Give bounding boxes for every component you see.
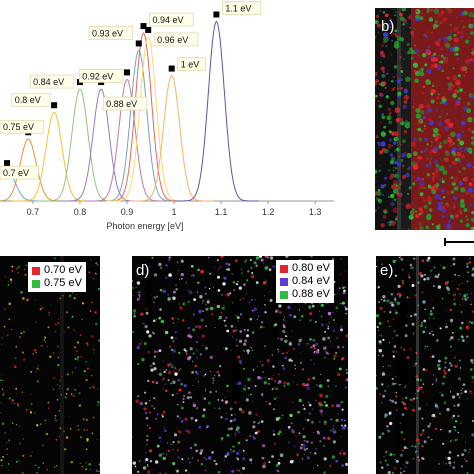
peak-marker-6 xyxy=(135,40,142,47)
legend-c: 0.70 eV 0.75 eV xyxy=(28,262,86,292)
map-image-d xyxy=(132,256,348,474)
legend-label: 0.88 eV xyxy=(292,288,330,300)
legend-label: 0.80 eV xyxy=(292,262,330,274)
peak-marker-7 xyxy=(140,23,147,30)
peak-marker-5 xyxy=(124,69,131,76)
legend-entry: 0.70 eV xyxy=(32,264,82,277)
peak-curve-4 xyxy=(58,88,143,202)
peak-label-box xyxy=(78,69,124,83)
legend-label: 0.70 eV xyxy=(44,264,82,276)
peak-labels: 0.7 eV 0.75 eV 0.8 eV 0.84 eV 0.88 eV 0.92 eV… xyxy=(0,1,262,180)
legend-swatch xyxy=(32,279,40,288)
peak-label-7: 0.94 eV xyxy=(152,15,183,25)
peak-marker-10 xyxy=(213,11,220,18)
peak-label-box xyxy=(0,119,45,134)
x-tick-label: 1.3 xyxy=(309,207,322,217)
peak-label-2: 0.8 eV xyxy=(15,95,41,105)
peak-label-1: 0.75 eV xyxy=(3,122,34,132)
legend-swatch xyxy=(32,266,40,275)
panel-e-label: e) xyxy=(380,262,394,279)
legend-entry: 0.88 eV xyxy=(280,288,330,301)
peak-label-box xyxy=(149,12,194,27)
map-panel-e: e) xyxy=(376,256,474,474)
peak-marker-0 xyxy=(4,160,11,167)
peak-curve-1 xyxy=(0,138,70,202)
peak-label-5: 0.92 eV xyxy=(82,71,113,81)
x-tick-label: 1.2 xyxy=(262,207,275,217)
legend-swatch xyxy=(280,264,288,273)
peak-label-4: 0.88 eV xyxy=(106,99,137,109)
map-image-c xyxy=(0,256,100,474)
x-tick-label: 1.1 xyxy=(215,207,228,217)
legend-label: 0.84 eV xyxy=(292,275,330,287)
legend-entry: 0.80 eV xyxy=(280,262,330,275)
peak-curve-10 xyxy=(174,20,259,202)
legend-d: 0.80 eV 0.84 eV 0.88 eV xyxy=(276,260,334,303)
map-image-e xyxy=(376,256,474,474)
map-image-b xyxy=(375,8,474,230)
legend-entry: 0.75 eV xyxy=(32,277,82,290)
peak-curve-7 xyxy=(101,32,186,202)
legend-swatch xyxy=(280,290,288,299)
spectrum-chart: 0.7 0.8 0.9 1 1.1 1.2 1.3 0.7 eV0.75 eV0.8 eV0… xyxy=(0,1,334,231)
peak-label-box xyxy=(11,92,51,107)
map-panel-b: b) xyxy=(375,8,474,230)
peak-label-9: 1 eV xyxy=(181,60,200,70)
x-tick-label: 1 xyxy=(172,207,177,217)
map-panel-d: d) 0.80 eV 0.84 eV 0.88 eV xyxy=(132,256,348,474)
peak-marker-2 xyxy=(51,102,58,109)
peak-marker-8 xyxy=(145,26,152,33)
peak-label-3: 0.84 eV xyxy=(33,77,64,87)
peak-label-box xyxy=(153,32,199,47)
peak-curve-9 xyxy=(129,74,214,202)
legend-entry: 0.84 eV xyxy=(280,275,330,288)
x-axis-label: Photon energy [eV] xyxy=(106,221,183,231)
peak-label-box xyxy=(0,165,39,180)
peak-label-8: 0.96 eV xyxy=(157,35,188,45)
peak-label-box xyxy=(177,57,206,71)
x-ticks: 0.7 0.8 0.9 1 1.1 1.2 1.3 xyxy=(27,201,322,217)
peak-marker-9 xyxy=(168,65,175,72)
panel-b-label: b) xyxy=(381,18,395,35)
peak-curves xyxy=(0,20,259,202)
legend-label: 0.75 eV xyxy=(44,277,82,289)
scale-bar xyxy=(444,238,474,246)
x-tick-label: 0.9 xyxy=(121,207,134,217)
peak-label-box xyxy=(29,74,75,89)
peak-label-box xyxy=(102,96,148,111)
peak-label-box xyxy=(222,1,262,15)
x-tick-label: 0.7 xyxy=(27,207,40,217)
legend-swatch xyxy=(280,277,288,286)
panel-d-label: d) xyxy=(136,262,150,279)
map-panel-c: 0.70 eV 0.75 eV xyxy=(0,256,100,474)
peak-label-10: 1.1 eV xyxy=(225,4,251,14)
peak-label-box xyxy=(88,26,134,40)
peak-label-6: 0.93 eV xyxy=(92,28,123,38)
peak-curve-2 xyxy=(11,111,96,202)
x-tick-label: 0.8 xyxy=(74,207,87,217)
peak-label-0: 0.7 eV xyxy=(3,168,29,178)
